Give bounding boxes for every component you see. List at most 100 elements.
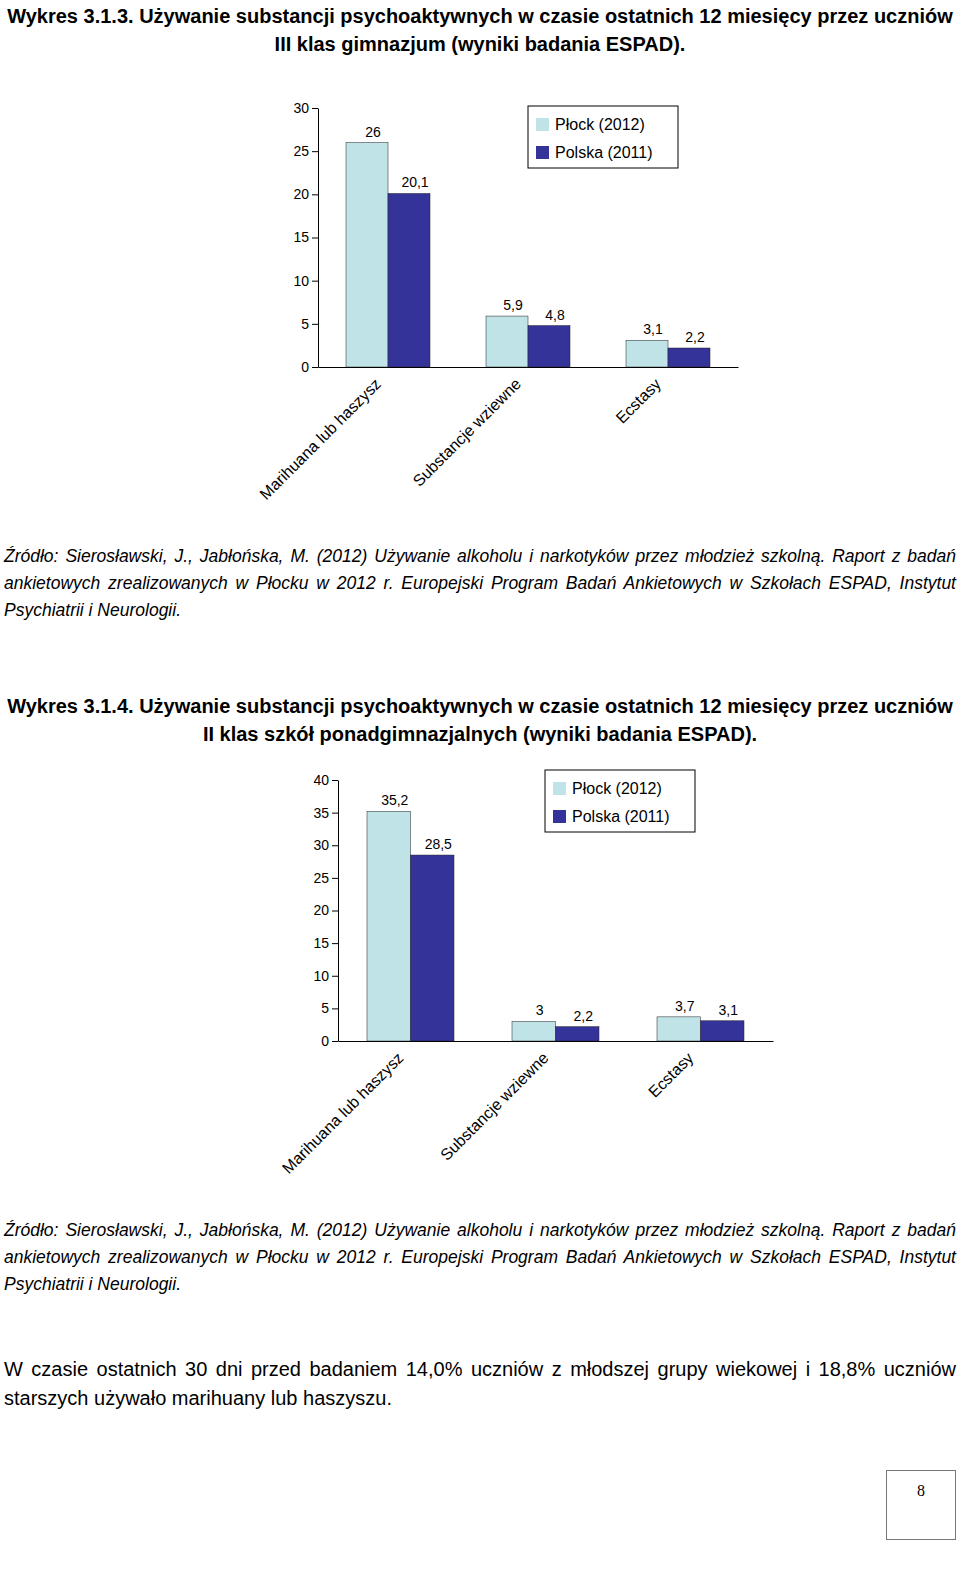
source-note: Źródło: Sierosławski, J., Jabłońska, M. … <box>4 543 956 624</box>
legend-label: Polska (2011) <box>572 808 670 825</box>
data-label: 35,2 <box>381 792 408 808</box>
y-tick-mark <box>332 878 338 879</box>
y-axis: 0 5 10 15 20 25 30 35 40 <box>313 772 338 1049</box>
y-tick: 35 <box>313 805 338 821</box>
source-note: Źródło: Sierosławski, J., Jabłońska, M. … <box>4 1217 956 1298</box>
y-tick-label: 10 <box>313 968 329 984</box>
legend-label: Płock (2012) <box>572 780 662 797</box>
y-axis: 0 5 10 15 20 25 30 <box>293 100 318 375</box>
legend-swatch <box>553 782 566 795</box>
legend: Płock (2012) Polska (2011) <box>528 106 678 168</box>
x-axis: Marihuana lub haszyszSubstancje wziewne E… <box>256 367 738 503</box>
y-tick: 15 <box>313 935 338 951</box>
data-label: 4,8 <box>545 307 565 323</box>
y-tick-mark <box>332 845 338 846</box>
y-tick: 40 <box>313 772 338 788</box>
y-tick-label: 20 <box>313 902 329 918</box>
y-tick-label: 0 <box>321 1033 329 1049</box>
x-tick-label: Substancje wziewne <box>437 1049 552 1164</box>
y-tick-label: 25 <box>313 870 329 886</box>
legend-label: Płock (2012) <box>555 116 645 133</box>
y-tick-mark <box>332 1041 338 1042</box>
y-tick: 0 <box>301 359 318 375</box>
legend-box <box>545 770 695 832</box>
data-label: 3 <box>536 1002 544 1018</box>
data-label: 2,2 <box>685 329 705 345</box>
chart-title: Wykres 3.1.4. Używanie substancji psycho… <box>6 692 954 748</box>
y-tick-mark <box>332 1008 338 1009</box>
y-tick-label: 40 <box>313 772 329 788</box>
legend-box <box>528 106 678 168</box>
y-tick-mark <box>312 324 318 325</box>
y-tick-label: 5 <box>321 1000 329 1016</box>
y-tick: 20 <box>293 186 318 202</box>
x-tick-label: Marihuana lub haszysz <box>279 1049 407 1177</box>
bar <box>512 1021 556 1041</box>
data-label: 28,5 <box>425 836 452 852</box>
x-tick: Ecstasy <box>645 1041 701 1101</box>
legend-swatch <box>553 810 566 823</box>
data-label: 2,2 <box>574 1008 594 1024</box>
data-label: 20,1 <box>401 174 428 190</box>
bar <box>626 340 668 367</box>
y-tick-label: 25 <box>293 143 309 159</box>
legend: Płock (2012) Polska (2011) <box>545 770 695 832</box>
x-tick: Substancje wziewne <box>437 1041 555 1164</box>
y-tick-label: 20 <box>293 186 309 202</box>
y-tick-mark <box>312 108 318 109</box>
chart: 0 5 10 15 20 25 30 35 40 Marihuana lub haszysz Sub… <box>279 770 774 1177</box>
data-label: 3,1 <box>643 321 663 337</box>
bar <box>528 326 570 367</box>
x-tick-label: Marihuana lub haszysz <box>256 375 384 503</box>
x-axis: Marihuana lub haszysz Substancje wziewne E… <box>279 1041 774 1177</box>
y-tick: 10 <box>293 273 318 289</box>
bar <box>411 855 455 1041</box>
x-axis-line <box>319 367 739 368</box>
page-charts: 051015202530Marihuana lub haszyszSubstan… <box>0 0 960 1590</box>
x-tick-label: Ecstasy <box>645 1049 697 1101</box>
bar <box>657 1017 701 1041</box>
y-tick-mark <box>332 976 338 977</box>
y-tick-mark <box>312 238 318 239</box>
y-axis-line <box>318 109 319 368</box>
legend-swatch <box>536 146 549 159</box>
y-tick: 30 <box>293 100 318 116</box>
y-tick-mark <box>312 151 318 152</box>
x-tick-label: Ecstasy <box>612 375 664 427</box>
data-label: 5,9 <box>503 297 523 313</box>
legend-swatch <box>536 118 549 131</box>
y-tick: 30 <box>313 837 338 853</box>
bar <box>701 1021 745 1041</box>
y-tick-label: 15 <box>313 935 329 951</box>
y-tick: 20 <box>313 902 338 918</box>
x-tick: Ecstasy <box>612 367 668 427</box>
y-tick: 5 <box>301 316 318 332</box>
y-tick: 25 <box>293 143 318 159</box>
x-tick: Marihuana lub haszysz <box>279 1041 411 1177</box>
bar <box>367 811 411 1041</box>
y-tick-label: 35 <box>313 805 329 821</box>
data-label: 3,1 <box>719 1002 739 1018</box>
chart: 0 5 10 15 20 25 30 Marihuana lub haszyszSubstan… <box>256 100 738 503</box>
y-tick-label: 30 <box>293 100 309 116</box>
y-tick: 5 <box>321 1000 338 1016</box>
y-tick-label: 30 <box>313 837 329 853</box>
y-tick-label: 5 <box>301 316 309 332</box>
data-label: 26 <box>365 124 381 140</box>
bar <box>486 316 528 367</box>
data-label: 3,7 <box>675 998 695 1014</box>
page-number: 8 <box>886 1470 956 1540</box>
x-tick-label: Substancje wziewne <box>410 375 525 490</box>
y-tick-mark <box>332 943 338 944</box>
bars <box>367 811 744 1041</box>
y-tick: 10 <box>313 968 338 984</box>
x-axis-line <box>339 1041 774 1042</box>
y-tick-label: 15 <box>293 229 309 245</box>
x-tick: Marihuana lub haszysz <box>256 367 388 503</box>
y-tick-mark <box>332 911 338 912</box>
y-tick-label: 0 <box>301 359 309 375</box>
y-axis-line <box>338 781 339 1042</box>
x-tick: Substancje wziewne <box>410 367 528 490</box>
y-tick-label: 10 <box>293 273 309 289</box>
legend-label: Polska (2011) <box>555 144 653 161</box>
